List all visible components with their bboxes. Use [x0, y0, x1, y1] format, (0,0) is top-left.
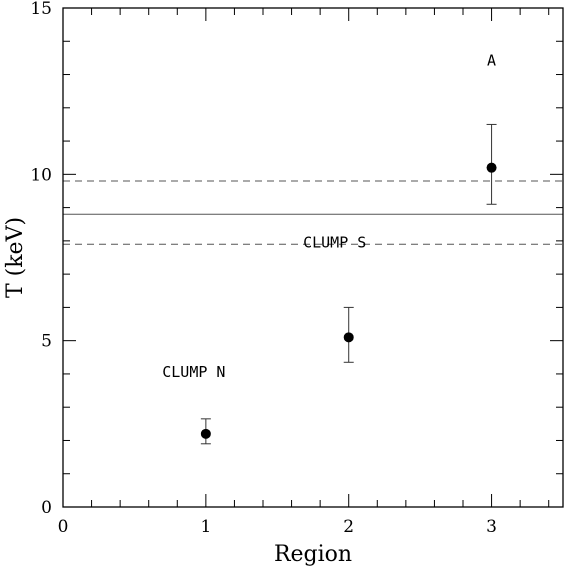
x-tick-label: 1 [200, 517, 211, 537]
data-point-group [486, 123, 497, 205]
plot-frame [62, 7, 564, 508]
point-annotation: CLUMP S [303, 233, 366, 251]
axis-tick-labels: 0 1 2 3 0 5 10 15 [30, 0, 497, 537]
axis-ticks [62, 7, 563, 508]
y-tick-label: 5 [41, 332, 52, 352]
data-point [343, 332, 354, 343]
data-point-group [343, 306, 354, 363]
y-axis-label: T (keV) [3, 217, 28, 298]
x-tick-label: 2 [343, 517, 354, 537]
x-tick-label: 0 [58, 517, 69, 537]
data-point-group [200, 418, 211, 445]
y-tick-label: 15 [30, 0, 52, 19]
point-annotations: CLUMP N CLUMP S A [162, 51, 496, 380]
y-tick-label: 10 [30, 165, 52, 185]
reference-lines [63, 180, 563, 245]
point-annotation: A [487, 51, 496, 69]
point-annotation: CLUMP N [162, 363, 225, 381]
x-axis-label: Region [274, 542, 352, 567]
x-tick-label: 3 [486, 517, 497, 537]
data-point [486, 162, 497, 173]
data-points [200, 123, 497, 445]
data-point [200, 428, 211, 439]
y-tick-label: 0 [41, 498, 52, 518]
